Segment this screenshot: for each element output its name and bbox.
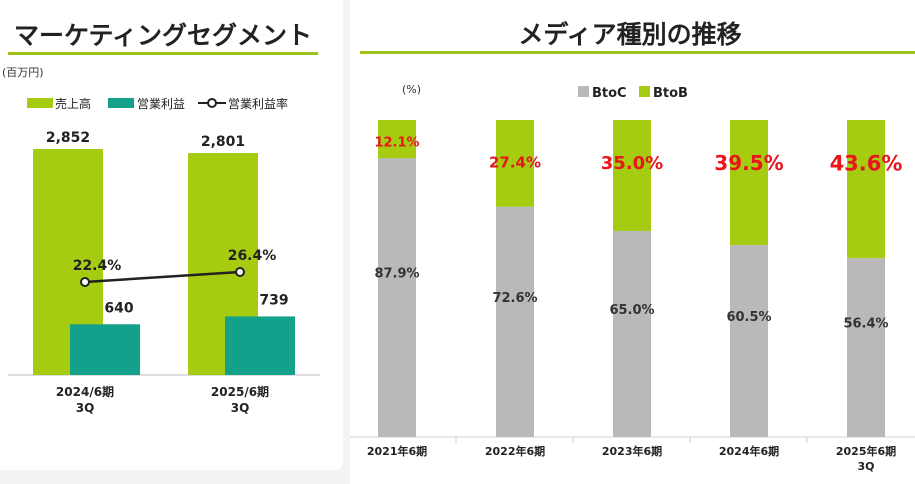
- legend-marker-margin: [207, 98, 217, 108]
- x-tick-label: 2025/6期: [211, 384, 269, 399]
- x-tick-label: 2021年6期: [367, 444, 427, 458]
- x-tick-label: 2022年6期: [485, 444, 545, 458]
- marketing-segment-panel: マーケティングセグメント (百万円) 売上高 営業利益 営業利益率 2,852 6…: [0, 0, 343, 470]
- bar-btob: [613, 120, 651, 231]
- label-btob: 12.1%: [374, 136, 419, 151]
- margin-marker: [80, 277, 90, 287]
- label-profit: 640: [104, 300, 133, 316]
- x-tick-label: 2024年6期: [719, 444, 779, 458]
- margin-marker: [235, 267, 245, 277]
- legend-swatch-btob: [639, 86, 650, 97]
- media-type-panel: メディア種別の推移 (%) BtoC BtoB 12.1% 87.9% 2021年6…: [350, 0, 915, 484]
- bar-profit: [225, 316, 295, 375]
- label-revenue: 2,852: [46, 130, 90, 146]
- label-btoc: 87.9%: [374, 267, 419, 282]
- legend-swatch-btoc: [578, 86, 589, 97]
- x-tick-label: 3Q: [231, 401, 250, 415]
- x-tick-label: 2024/6期: [56, 384, 114, 399]
- label-revenue: 2,801: [201, 134, 245, 150]
- marketing-title-underline: [8, 52, 318, 55]
- label-profit: 739: [259, 292, 288, 308]
- bar-btoc: [496, 206, 534, 437]
- label-btob: 35.0%: [601, 153, 663, 174]
- x-tick-label: 2025年6期: [836, 444, 896, 458]
- label-btoc: 56.4%: [843, 317, 888, 332]
- legend-swatch-revenue: [27, 98, 53, 108]
- media-title-underline: [360, 51, 915, 54]
- media-type-chart: (%) BtoC BtoB 12.1% 87.9% 2021年6期 27.4% 72.6…: [350, 83, 915, 473]
- label-btob: 43.6%: [830, 152, 903, 176]
- label-btoc: 60.5%: [726, 310, 771, 325]
- bar-btoc: [730, 245, 768, 437]
- legend-label-margin: 営業利益率: [228, 96, 288, 111]
- bar-profit: [70, 324, 140, 375]
- margin-line: [84, 270, 241, 284]
- label-margin: 22.4%: [73, 258, 122, 274]
- label-btob: 39.5%: [714, 151, 783, 175]
- bar-btob: [496, 120, 534, 207]
- unit-label: (百万円): [2, 66, 44, 79]
- marketing-segment-chart: (百万円) 売上高 営業利益 営業利益率 2,852 640 2024/6期 3Q 2,…: [2, 66, 320, 415]
- legend-label-profit: 営業利益: [137, 97, 185, 111]
- bar-btoc: [613, 230, 651, 437]
- label-btoc: 65.0%: [609, 303, 654, 318]
- legend-swatch-profit: [108, 98, 134, 108]
- marketing-segment-title: マーケティングセグメント: [13, 21, 312, 50]
- legend-label-btob: BtoB: [653, 86, 688, 101]
- bar-btoc: [847, 258, 885, 437]
- label-margin: 26.4%: [228, 248, 277, 264]
- legend-label-btoc: BtoC: [592, 86, 627, 101]
- bar-btob: [730, 120, 768, 246]
- x-tick-label: 3Q: [857, 460, 874, 473]
- legend-label-revenue: 売上高: [55, 96, 91, 111]
- x-tick-label: 2023年6期: [602, 444, 662, 458]
- bar-btob: [847, 120, 885, 259]
- bar-btoc: [378, 158, 416, 437]
- x-tick-label: 3Q: [76, 401, 95, 415]
- percent-unit-label: (%): [402, 83, 421, 96]
- bar-btob: [378, 120, 416, 159]
- label-btob: 27.4%: [489, 154, 541, 172]
- media-type-title: メディア種別の推移: [518, 20, 742, 49]
- label-btoc: 72.6%: [492, 291, 537, 306]
